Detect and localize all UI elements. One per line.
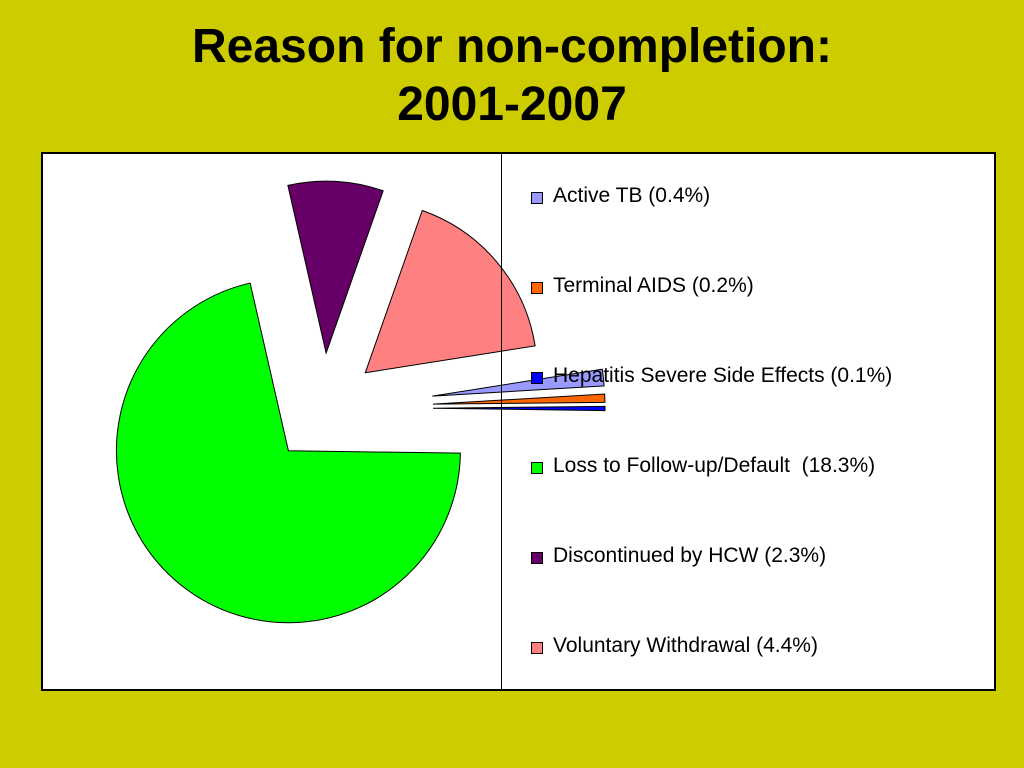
legend-item: Discontinued by HCW (2.3%)	[531, 542, 991, 632]
legend-item: Loss to Follow-up/Default (18.3%)	[531, 452, 991, 542]
chart-frame: Active TB (0.4%) Terminal AIDS (0.2%) Hepa…	[41, 152, 996, 691]
pie-slice-3	[432, 405, 606, 412]
legend-divider	[501, 154, 502, 689]
title-line-1: Reason for non-completion:	[192, 20, 832, 73]
legend-item: Hepatitis Severe Side Effects (0.1%)	[531, 362, 991, 452]
legend-label: Terminal AIDS (0.2%)	[553, 274, 754, 297]
legend-swatch	[531, 552, 543, 564]
title-line-2: 2001-2007	[397, 78, 627, 131]
pie-slice-6	[364, 209, 536, 374]
pie-slice-5	[287, 180, 384, 355]
legend-label: Hepatitis Severe Side Effects (0.1%)	[553, 364, 893, 387]
legend-label: Loss to Follow-up/Default (18.3%)	[553, 454, 876, 477]
legend-swatch	[531, 642, 543, 654]
pie-slice-2	[432, 393, 606, 405]
legend-item: Terminal AIDS (0.2%)	[531, 272, 991, 362]
legend-label: Active TB (0.4%)	[553, 184, 711, 207]
legend-item: Active TB (0.4%)	[531, 182, 991, 272]
legend-swatch	[531, 372, 543, 384]
pie-slice-4	[115, 282, 461, 624]
chart-legend: Active TB (0.4%) Terminal AIDS (0.2%) Hepa…	[531, 182, 991, 689]
legend-swatch	[531, 282, 543, 294]
legend-label: Voluntary Withdrawal (4.4%)	[553, 634, 818, 657]
slide-title: Reason for non-completion: 2001-2007	[0, 18, 1024, 134]
legend-swatch	[531, 462, 543, 474]
pie-chart	[115, 180, 606, 624]
legend-label: Discontinued by HCW (2.3%)	[553, 544, 827, 567]
pie-slice-1	[432, 368, 605, 397]
legend-swatch	[531, 192, 543, 204]
legend-item: Voluntary Withdrawal (4.4%)	[531, 632, 991, 689]
